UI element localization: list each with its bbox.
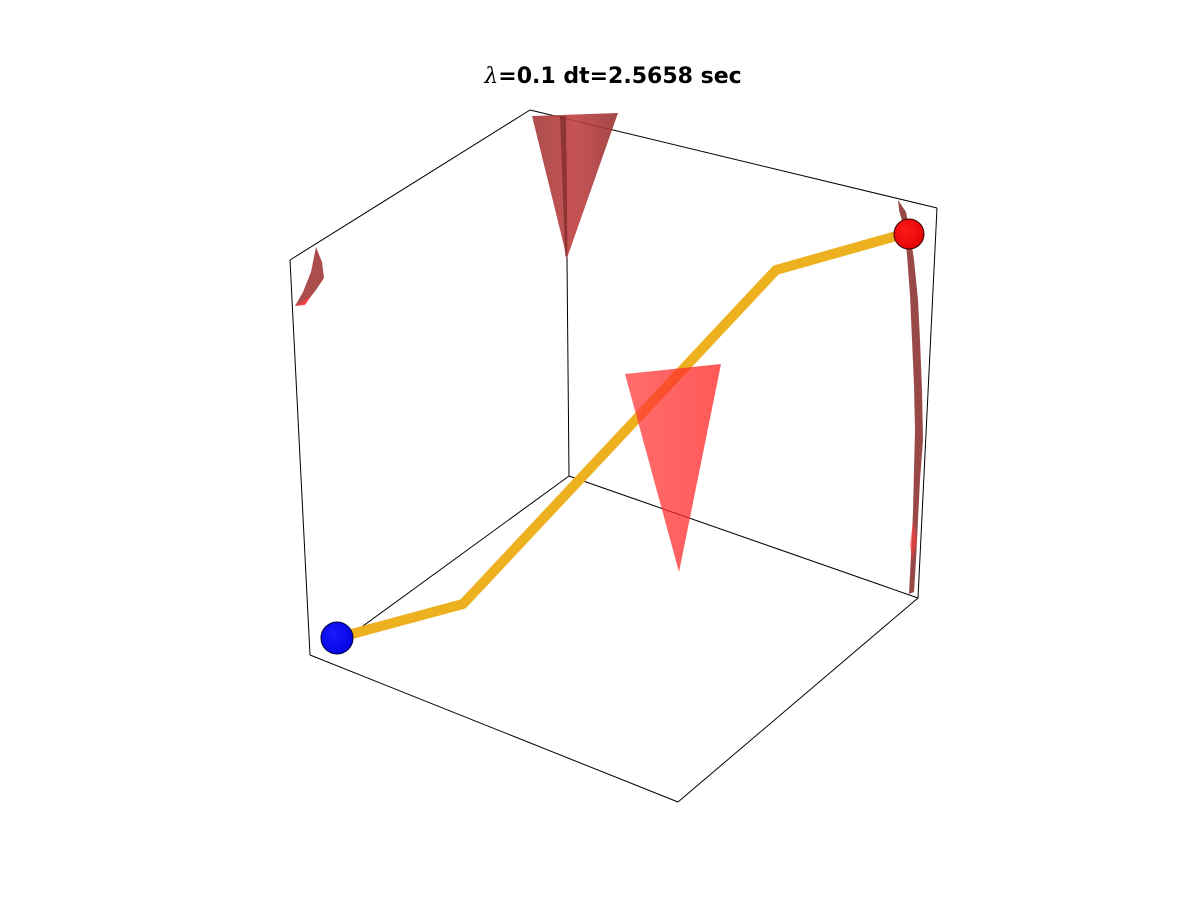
box-edge-bottom-left [309, 654, 679, 803]
box-edge-back-right [568, 475, 919, 599]
figure-title: λ=0.1 dt=2.5658 sec [0, 64, 1196, 89]
title-text: =0.1 dt=2.5658 sec [498, 64, 742, 89]
start-point-marker [320, 621, 354, 655]
box-edge-left-vertical [289, 259, 311, 656]
obstacle-cone-back [532, 113, 618, 258]
box-frame [289, 109, 938, 803]
goal-point-marker [893, 218, 925, 250]
lambda-symbol: λ [484, 64, 499, 89]
obstacle-slice-left [295, 247, 324, 306]
box-edge-top-left [289, 109, 531, 261]
obstacle-cone-front [625, 364, 721, 572]
box-edge-right-vertical [917, 207, 938, 599]
trajectory-path [332, 228, 912, 643]
box-edge-back-left [329, 475, 570, 651]
obstacle-slice-right [898, 200, 923, 594]
box-edge-bottom-right [677, 597, 919, 803]
